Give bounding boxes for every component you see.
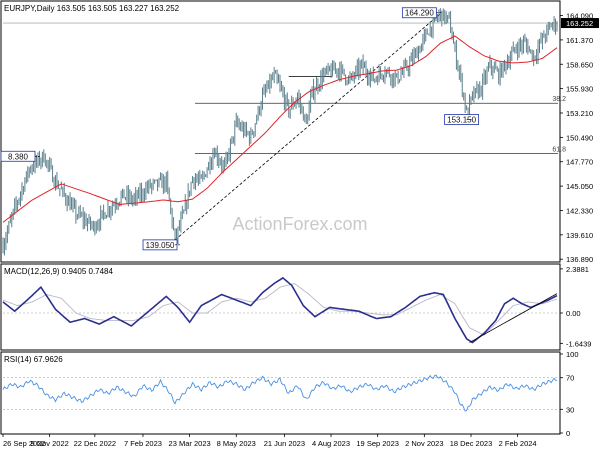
price-tick-label: 147.770: [566, 158, 593, 167]
date-tick-label: 2 Feb 2024: [499, 439, 537, 448]
price-annotations: 164.290 153.150 139.050 8.380: [0, 7, 480, 251]
price-annotation-label: 8.380: [8, 152, 29, 161]
price-tick-label: 153.210: [566, 109, 593, 118]
price-tick-label: 155.930: [566, 85, 593, 94]
date-tick-label: 19 Sep 2023: [356, 439, 399, 448]
price-tick-label: 164.090: [566, 12, 593, 21]
macd-main-line: [2, 276, 558, 344]
price-chart-title: EURJPY,Daily 163.505 163.505 163.227 163…: [4, 4, 180, 13]
date-tick-label: 8 May 2023: [217, 439, 256, 448]
price-tick-label: 161.370: [566, 36, 593, 45]
macd-signal-line: [2, 283, 558, 336]
current-price-box: [561, 18, 599, 29]
current-price-label: 163.252: [566, 19, 593, 28]
price-tick-label: 136.890: [566, 255, 593, 264]
price-annotation-label: 153.150: [447, 116, 476, 125]
date-tick-label: 7 Feb 2023: [124, 439, 162, 448]
rsi-tick-label: 30: [566, 405, 574, 414]
price-panel: ActionForex.com 38.261.8 164.290153.1501…: [0, 0, 599, 264]
macd-title: MACD(12,26,9) 0.9405 0.7484: [4, 267, 114, 276]
price-tick-label: 142.330: [566, 206, 593, 215]
price-bars: [2, 8, 558, 256]
rsi-lines: [2, 374, 558, 412]
rsi-title: RSI(14) 67.9626: [4, 355, 63, 364]
macd-axis-ticks: 2.3881 0.00 -1.6439: [560, 265, 591, 348]
date-tick-label: 23 Mar 2023: [169, 439, 211, 448]
price-tick-label: 158.650: [566, 60, 593, 69]
price-annotation-label: 164.290: [405, 9, 434, 18]
price-tick-label: 145.050: [566, 182, 593, 191]
rsi-axis-ticks: 100 70 30 0: [560, 350, 579, 438]
price-annotation-label: 139.050: [146, 241, 175, 250]
macd-tick-label: 0.00: [566, 309, 581, 318]
price-level-lines: 38.2 61.8: [174, 13, 566, 241]
rsi-tick-label: 70: [566, 374, 574, 383]
moving-average-line: [2, 35, 558, 223]
macd-trendline: [469, 293, 558, 343]
price-tick-label: 139.610: [566, 231, 593, 240]
date-tick-label: 2 Nov 2023: [405, 439, 443, 448]
rsi-line: [2, 374, 558, 412]
rsi-tick-label: 100: [566, 350, 579, 359]
level-label: 38.2: [552, 96, 566, 103]
date-tick-label: 9 Nov 2022: [30, 439, 68, 448]
price-annotation-box: [444, 114, 480, 125]
macd-panel: 2.3881 0.00 -1.6439 MACD(12,26,9) 0.9405 0…: [0, 263, 591, 351]
date-tick-label: 22 Dec 2022: [74, 439, 117, 448]
date-tick-label: 26 Sep 2022: [3, 439, 46, 448]
macd-tick-label: -1.6439: [566, 339, 591, 348]
macd-lines: [2, 276, 558, 344]
rsi-tick-label: 0: [566, 429, 570, 438]
rsi-panel: 100 70 30 0 RSI(14) 67.9626: [0, 350, 579, 438]
moving-average: [2, 35, 558, 223]
macd-tick-label: 2.3881: [566, 265, 589, 274]
watermark: ActionForex.com: [232, 214, 367, 234]
date-tick-label: 18 Dec 2023: [450, 439, 493, 448]
date-tick-label: 21 Jun 2023: [264, 439, 305, 448]
price-axis-ticks: 164.090 161.370 158.650 155.930 153.210 150.4…: [3, 12, 599, 264]
level-label: 61.8: [552, 146, 566, 153]
date-tick-label: 4 Aug 2023: [312, 439, 350, 448]
support-trendline: [174, 13, 441, 241]
price-tick-label: 150.490: [566, 133, 593, 142]
